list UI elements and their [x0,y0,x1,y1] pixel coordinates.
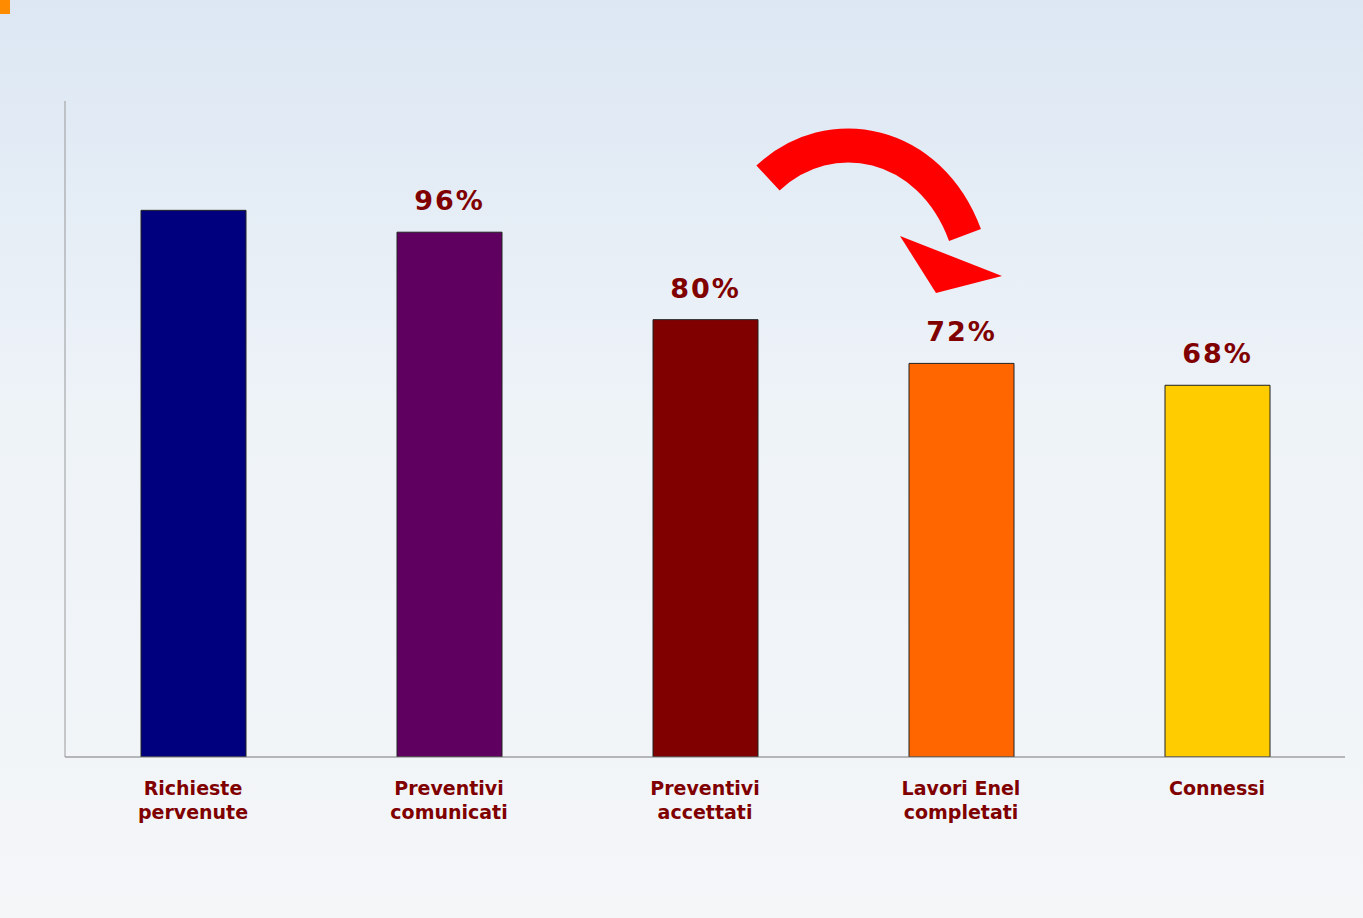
svg-text:Connessi: Connessi [1169,777,1265,799]
svg-text:Preventivicomunicati: Preventivicomunicati [390,777,507,823]
svg-text:96%: 96% [414,185,485,216]
svg-text:Lavori Enelcompletati: Lavori Enelcompletati [902,777,1021,823]
svg-text:72%: 72% [926,316,997,347]
svg-text:Preventiviaccettati: Preventiviaccettati [650,777,759,823]
svg-text:Richiestepervenute: Richiestepervenute [138,777,248,823]
svg-text:80%: 80% [670,273,741,304]
svg-text:68%: 68% [1182,338,1253,369]
